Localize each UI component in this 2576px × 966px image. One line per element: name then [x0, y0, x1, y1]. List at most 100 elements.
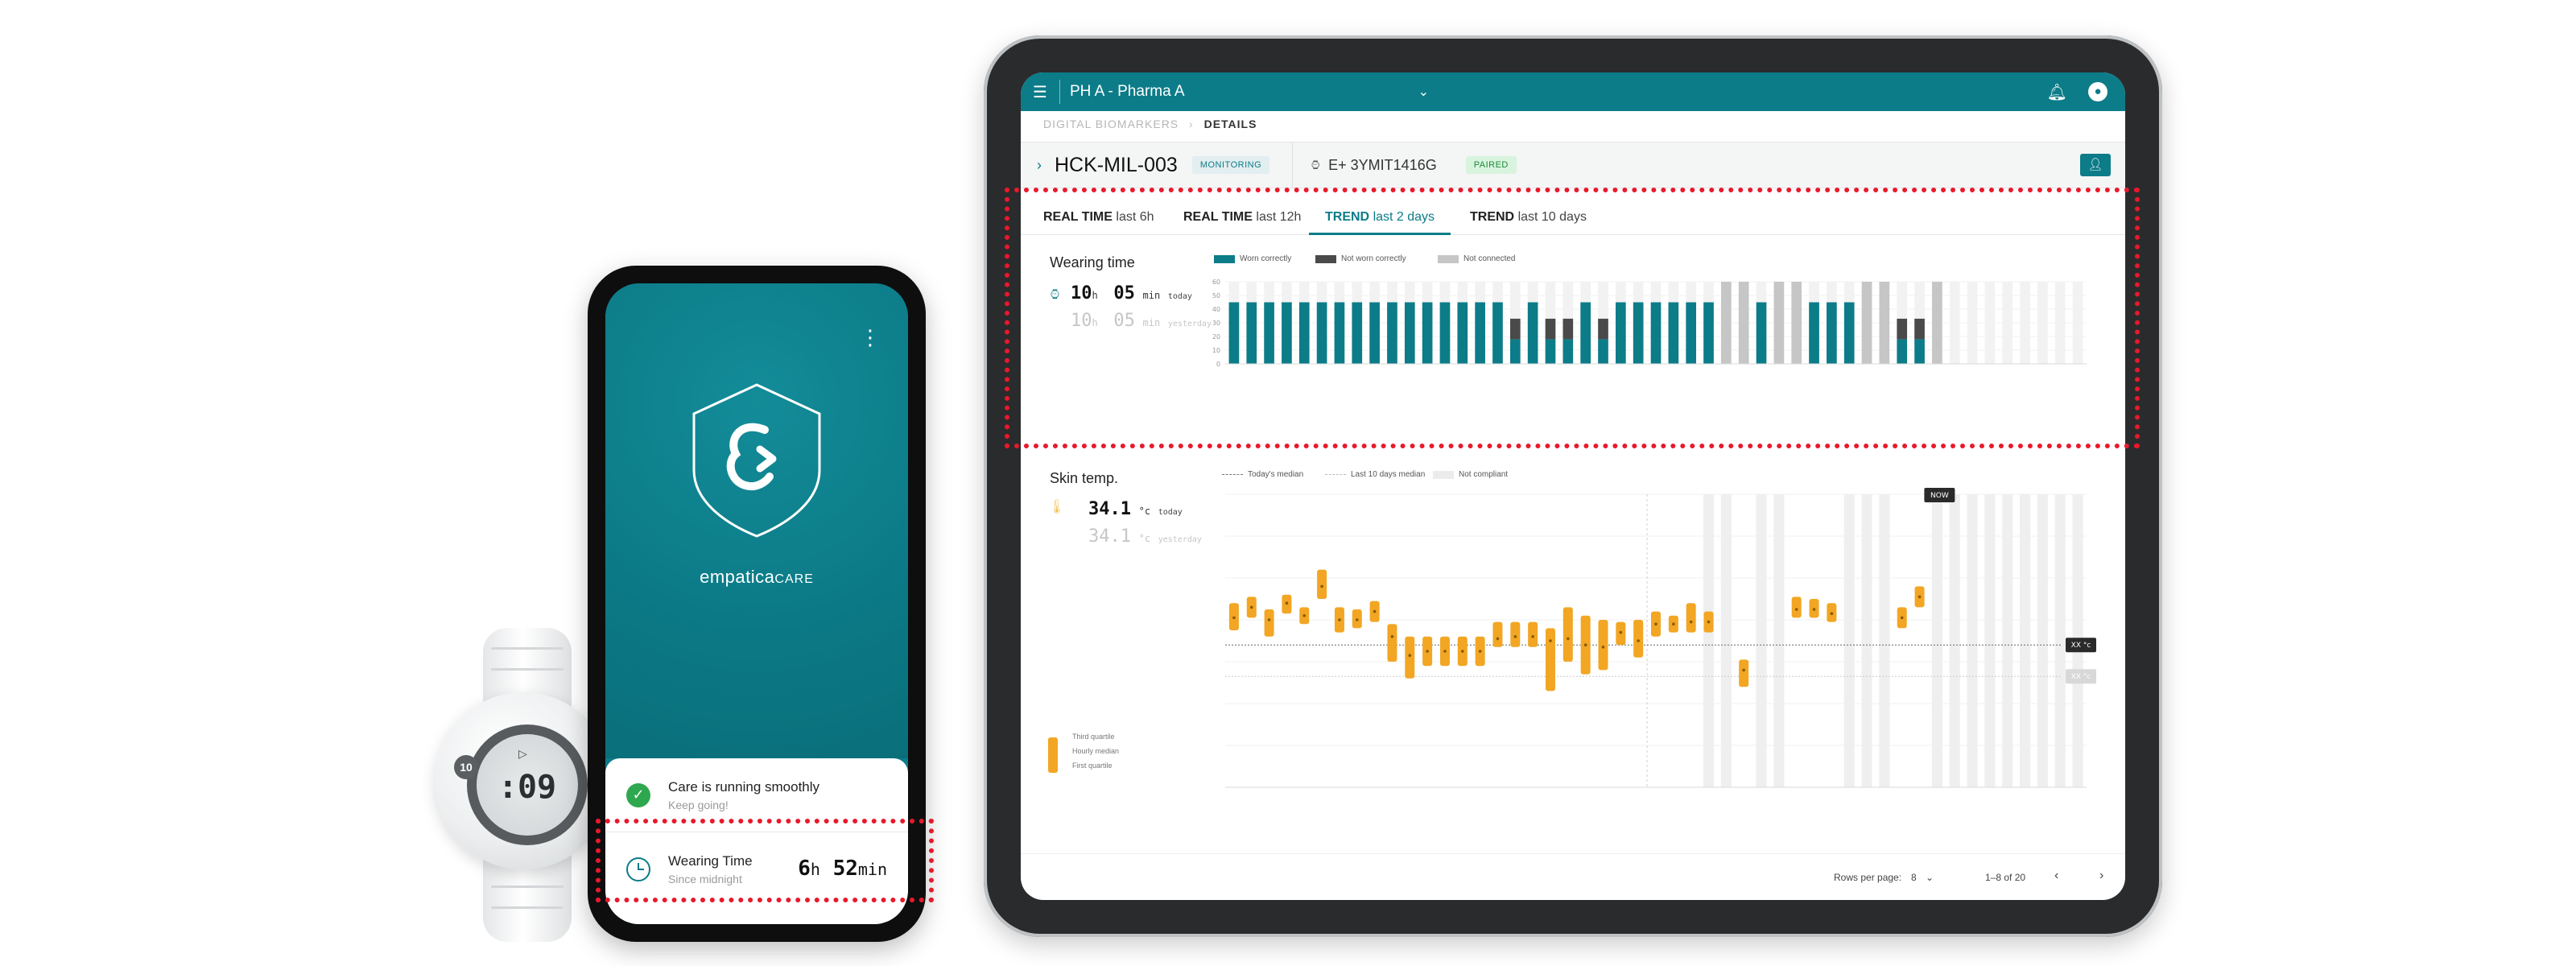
y-tick-label: 30 — [1212, 320, 1220, 327]
check-circle-icon: ✓ — [626, 782, 650, 807]
bar-worn-correctly — [1809, 302, 1819, 364]
today-median-tag — [2066, 638, 2096, 653]
assign-patient-button[interactable]: 👤︎ — [2080, 154, 2111, 176]
quartile-box — [1686, 603, 1696, 633]
dashboard-screen: ☰ PH A - Pharma A ⌄ 🔔︎ ● DIGITAL BIOMARK… — [1021, 72, 2125, 900]
legend-todays-median: Today's median — [1222, 470, 1303, 479]
bar-worn-correctly — [1703, 302, 1714, 364]
account-circle-icon[interactable]: ● — [2088, 82, 2107, 101]
bar-worn-correctly — [1492, 302, 1503, 364]
bar-worn-correctly — [1756, 302, 1767, 364]
median-dot — [1443, 650, 1447, 653]
bar-worn-correctly — [1827, 302, 1837, 364]
wearing-time-value: 6h 52min — [798, 857, 887, 881]
bar-not-worn-correctly — [1563, 318, 1574, 340]
median-dot — [1478, 650, 1482, 653]
median-dot — [1689, 620, 1693, 624]
bar-worn-correctly — [1563, 339, 1574, 364]
now-marker — [1924, 488, 1955, 502]
bar-not-connected — [1879, 282, 1890, 364]
breadcrumb-digital-biomarkers[interactable]: DIGITAL BIOMARKERS — [1043, 118, 1179, 130]
quartile-box — [1405, 636, 1415, 679]
median-dot — [1567, 637, 1570, 641]
bar-background — [1949, 282, 1960, 364]
chevron-down-icon[interactable]: ⌄ — [1926, 872, 1934, 883]
wearing-time-yesterday: 10h 05 min yesterday — [1071, 311, 1212, 331]
bar-background — [2054, 282, 2066, 364]
phone-status-sheet: ✓ Care is running smoothly Keep going! W… — [605, 758, 908, 924]
wearing-time-row[interactable]: Wearing Time Since midnight 6h 52min — [605, 832, 908, 906]
empatica-shield-logo-icon — [692, 383, 821, 538]
non-compliant-band — [1861, 494, 1872, 787]
bar-worn-correctly — [1334, 302, 1345, 364]
chevron-right-icon: › — [1189, 118, 1194, 130]
quartile-box — [1510, 621, 1521, 647]
rows-per-page-select[interactable]: 8 — [1911, 872, 1917, 883]
chevron-down-icon[interactable]: ⌄ — [1418, 85, 1429, 99]
median-dot — [1390, 635, 1394, 638]
monitoring-badge: MONITORING — [1191, 156, 1270, 174]
bar-worn-correctly — [1475, 302, 1485, 364]
y-tick-label: 0 — [1216, 361, 1220, 368]
bar-not-worn-correctly — [1509, 318, 1521, 340]
more-vert-icon[interactable]: ⋮ — [860, 325, 881, 349]
bar-worn-correctly — [1457, 302, 1468, 364]
watch-badge: 10 — [454, 755, 478, 779]
tab-realtime-6h[interactable]: REAL TIME last 6h — [1043, 210, 1154, 224]
median-dot — [1496, 637, 1500, 641]
bar-background — [2072, 282, 2083, 364]
bar-not-worn-correctly — [1598, 318, 1608, 340]
empatica-logo-icon: ▷ — [518, 747, 527, 760]
non-compliant-band — [1773, 494, 1785, 787]
next-page-icon[interactable]: › — [2099, 869, 2104, 882]
bar-not-connected — [1773, 282, 1785, 364]
menu-icon[interactable]: ☰ — [1033, 83, 1047, 101]
y-tick-label: 40 — [1212, 306, 1220, 313]
median-dot — [1619, 630, 1623, 634]
bar-not-connected — [1721, 282, 1732, 364]
quartile-box — [1528, 621, 1538, 647]
y-tick-label: 10 — [1212, 347, 1220, 354]
tab-trend-10d[interactable]: TREND last 10 days — [1470, 210, 1587, 224]
thermometer-icon: 🌡︎ — [1048, 499, 1066, 514]
breadcrumb-details: DETAILS — [1203, 118, 1257, 130]
brand-name: empaticaCARE — [700, 567, 814, 587]
expand-arrow-icon[interactable]: › — [1037, 156, 1042, 173]
bar-worn-correctly — [1615, 302, 1626, 364]
today-median-label: XX °c — [2071, 642, 2091, 650]
status-row[interactable]: ✓ Care is running smoothly Keep going! — [605, 758, 908, 832]
non-compliant-band — [1843, 494, 1855, 787]
y-tick-label: 20 — [1212, 333, 1220, 341]
bar-not-worn-correctly — [1914, 318, 1925, 340]
skin-temp-chart: NOW XX °c XX °c — [1225, 488, 2096, 788]
prev-page-icon[interactable]: ‹ — [2054, 869, 2059, 882]
bar-worn-correctly — [1914, 339, 1925, 364]
median-dot — [1373, 609, 1377, 613]
median-dot — [1302, 614, 1307, 617]
median-dot — [1707, 620, 1711, 624]
quartile-box — [1739, 659, 1749, 687]
organization-selector[interactable]: PH A - Pharma A — [1070, 83, 1185, 100]
median-dot — [1637, 639, 1640, 642]
skin-temp-yesterday: 34.1 °c yesterday — [1088, 526, 1202, 547]
wearing-time-today: 10h 05 min today — [1071, 283, 1192, 303]
bar-worn-correctly — [1246, 302, 1257, 364]
non-compliant-band — [2002, 494, 2013, 787]
non-compliant-band — [2037, 494, 2048, 787]
median-dot — [1830, 612, 1834, 615]
ten-day-median-label: XX °c — [2071, 673, 2091, 681]
quartile-box — [1317, 569, 1327, 599]
wearing-time-title: Wearing time — [1050, 254, 1135, 270]
bar-worn-correctly — [1316, 302, 1327, 364]
quartile-box — [1264, 609, 1274, 637]
tab-trend-2d[interactable]: TREND last 2 days — [1309, 201, 1451, 235]
bar-worn-correctly — [1264, 302, 1274, 364]
tab-realtime-12h[interactable]: REAL TIME last 12h — [1183, 210, 1302, 224]
bar-background — [2037, 282, 2048, 364]
bar-worn-correctly — [1422, 302, 1433, 364]
skin-temp-title: Skin temp. — [1050, 470, 1119, 486]
quartile-box — [1387, 624, 1397, 662]
bar-not-connected — [1738, 282, 1749, 364]
bell-icon[interactable]: 🔔︎ — [2046, 84, 2067, 101]
device-id: HCK-MIL-003 — [1055, 153, 1178, 176]
